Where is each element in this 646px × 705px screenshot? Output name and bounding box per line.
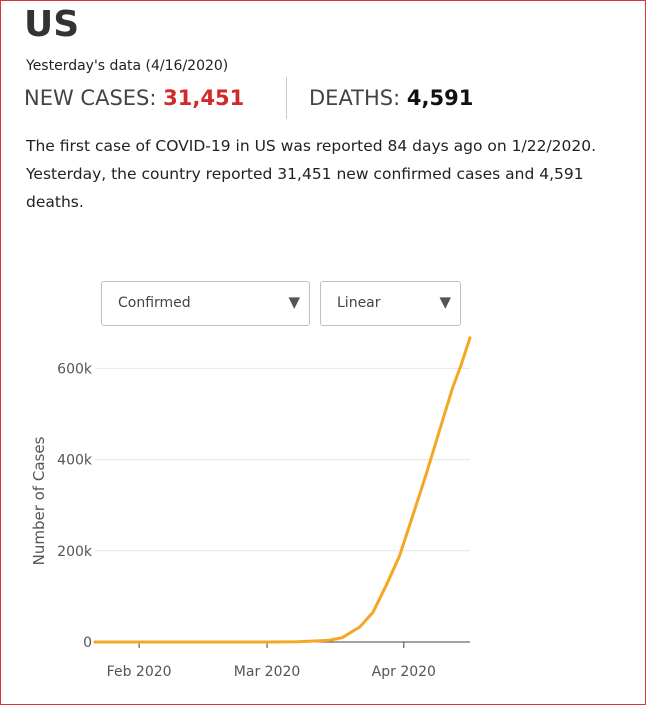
new-cases-stat: NEW CASES: 31,451: [24, 86, 244, 110]
y-tick-label: 400k: [57, 453, 93, 469]
x-tick-label: Apr 2020: [372, 664, 436, 680]
y-tick-label: 200k: [57, 544, 93, 560]
metric-dropdown-value: Confirmed: [118, 295, 191, 311]
scale-dropdown-value: Linear: [337, 295, 381, 311]
summary-part-2: in US was reported 84 days ago on 1/22/2…: [26, 137, 597, 211]
deaths-label: DEATHS:: [309, 86, 401, 110]
new-cases-value: 31,451: [163, 86, 245, 110]
data-date-subtitle: Yesterday's data (4/16/2020): [26, 58, 229, 74]
y-axis-title: Number of Cases: [30, 436, 48, 565]
scale-dropdown[interactable]: Linear ▼: [320, 281, 461, 326]
new-cases-label: NEW CASES:: [24, 86, 157, 110]
y-tick-label: 0: [83, 635, 92, 651]
stat-divider: [286, 77, 287, 119]
deaths-stat: DEATHS: 4,591: [309, 86, 473, 110]
y-tick-label: 600k: [57, 361, 93, 377]
summary-topic: COVID-19: [155, 137, 231, 155]
x-tick-label: Feb 2020: [107, 664, 172, 680]
deaths-value: 4,591: [406, 86, 474, 110]
x-tick-label: Mar 2020: [234, 664, 301, 680]
metric-dropdown[interactable]: Confirmed ▼: [101, 281, 310, 326]
summary-text: The first case of COVID-19 in US was rep…: [26, 132, 636, 216]
series-line-confirmed: [93, 336, 472, 644]
country-title: US: [24, 4, 80, 45]
chevron-down-icon: ▼: [439, 293, 451, 311]
chevron-down-icon: ▼: [288, 293, 300, 311]
summary-part-1: The first case of: [26, 137, 156, 155]
